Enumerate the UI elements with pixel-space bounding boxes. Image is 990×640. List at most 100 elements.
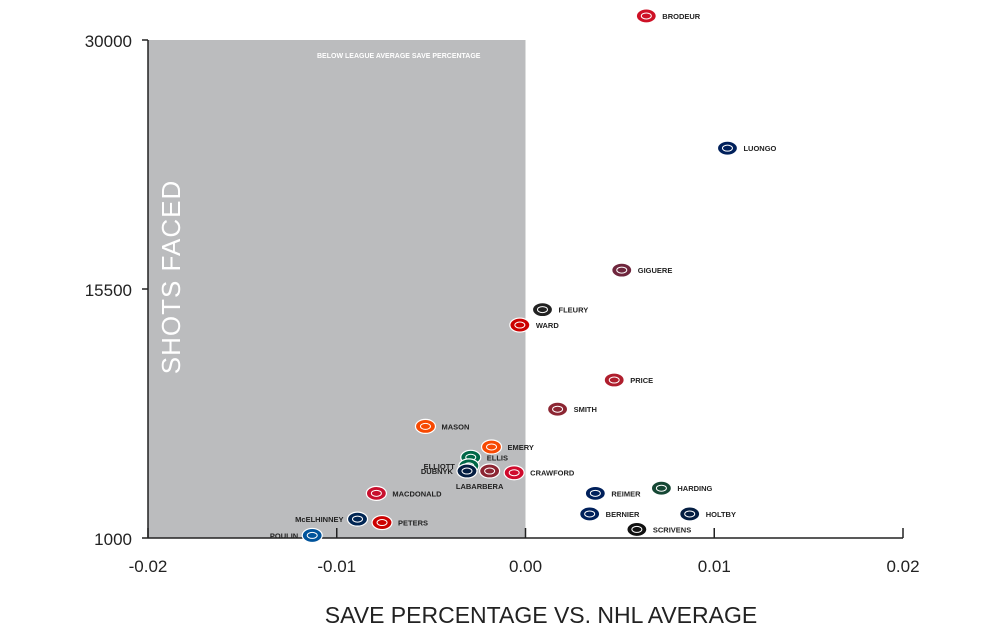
point-label: POULIN [270,531,298,540]
data-point: BERNIER [579,506,640,522]
team-logo-marker [584,485,606,501]
point-label: DUBNYK [421,467,454,476]
team-logo-detail [655,484,667,492]
point-label: EMERY [508,443,534,452]
team-logo-marker [611,262,633,278]
team-logo-marker [650,480,673,496]
team-logo-marker [626,521,648,538]
team-logo-marker [480,439,503,455]
y-tick-label: 1000 [94,530,132,549]
team-logo-marker [456,463,478,479]
team-logo-marker [346,511,369,527]
team-logo-detail [608,376,620,384]
team-logo-detail [640,12,652,20]
team-logo-marker [579,506,601,522]
point-label: PETERS [398,519,428,528]
x-axis-title: SAVE PERCENTAGE VS. NHL AVERAGE [325,602,757,628]
point-label: FLEURY [558,306,588,315]
point-label: MASON [441,422,469,431]
team-logo-marker [371,514,393,531]
data-point: DUBNYK [421,463,478,479]
team-logo-detail [508,469,520,477]
data-point: GIGUERE [611,262,673,278]
point-label: SMITH [574,405,597,414]
team-logo-detail [721,144,733,152]
y-tick-label: 30000 [85,32,132,51]
team-logo-detail [584,510,596,518]
team-logo-detail [536,306,548,314]
x-ticks: -0.02 -0.01 0.00 0.01 0.02 [129,528,920,576]
team-logo-detail [352,515,364,523]
team-logo-marker [503,465,525,481]
team-logo-detail [514,321,526,329]
x-tick-label: 0.02 [886,557,919,576]
team-logo-marker [365,485,387,501]
data-point: REIMER [584,485,641,501]
shaded-region-label: BELOW LEAGUE AVERAGE SAVE PERCENTAGE [317,53,481,60]
point-label: MACDONALD [392,489,442,498]
team-logo-marker [603,372,625,388]
point-label: BERNIER [606,510,640,519]
point-label: WARD [536,321,559,330]
y-ticks: 1000 15500 30000 [85,32,148,549]
team-logo-detail [484,467,496,475]
x-tick-label: -0.02 [129,557,168,576]
data-point: LUONGO [716,140,777,156]
team-logo-detail [306,531,318,539]
team-logo-detail [419,422,431,430]
data-points: BRODEUR LUONGO GIGUERE FLEURY WARD PRICE SMITH… [270,8,777,544]
data-point: HARDING [650,480,713,496]
point-label: LABARBERA [456,482,504,491]
x-tick-label: 0.01 [698,557,731,576]
team-logo-detail [616,266,628,274]
team-logo-marker [531,302,554,318]
data-point: EMERY [480,439,534,455]
team-logo-marker [414,418,437,434]
team-logo-detail [376,519,388,527]
y-axis-title: SHOTS FACED [156,180,186,374]
data-point: MACDONALD [365,485,442,501]
team-logo-detail [552,405,564,413]
team-logo-detail [486,443,498,451]
data-point: MASON [414,418,469,434]
team-logo-detail [631,525,643,533]
team-logo-detail [461,467,473,475]
data-point: SMITH [546,401,597,417]
point-label: PRICE [630,376,653,385]
point-label: LUONGO [743,144,776,153]
point-label: SCRIVENS [653,525,691,534]
data-point: CRAWFORD [503,465,575,481]
data-point: BRODEUR [635,8,701,24]
point-label: ELLIS [487,453,508,462]
data-point: PETERS [371,514,428,531]
y-tick-label: 15500 [85,281,132,300]
point-label: ELLIOTT [424,462,456,471]
point-label: GIGUERE [638,266,673,275]
team-logo-marker [716,140,739,156]
data-point: LABARBERA [456,463,504,491]
team-logo-detail [589,489,601,497]
point-label: HARDING [677,484,712,493]
team-logo-marker [546,401,569,417]
data-point: PRICE [603,372,653,388]
data-point: WARD [509,317,559,333]
team-logo-detail [370,489,382,497]
team-logo-marker [679,506,701,522]
team-logo-detail [684,510,696,518]
point-label: HOLTBY [706,510,736,519]
point-label: CRAWFORD [530,469,575,478]
point-label: BRODEUR [662,12,701,21]
x-tick-label: -0.01 [317,557,356,576]
data-point: HOLTBY [679,506,736,522]
team-logo-marker [301,527,323,544]
data-point: SCRIVENS [626,521,691,538]
x-tick-label: 0.00 [509,557,542,576]
data-point: FLEURY [531,302,588,318]
point-label: REIMER [611,489,641,498]
team-logo-marker [509,317,531,333]
data-point: McELHINNEY [295,511,369,527]
data-point: POULIN [270,527,323,544]
team-logo-marker [479,463,501,479]
team-logo-marker [635,8,657,24]
